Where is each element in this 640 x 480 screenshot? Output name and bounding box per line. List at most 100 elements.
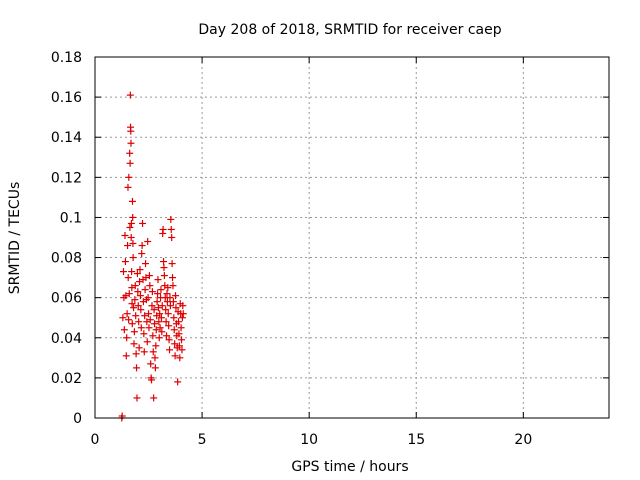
data-point — [179, 302, 187, 310]
data-point — [148, 376, 156, 384]
data-point — [135, 318, 143, 326]
x-tick-label: 0 — [91, 432, 100, 448]
plot-frame — [94, 56, 610, 419]
data-point — [148, 302, 156, 310]
data-point — [141, 286, 149, 294]
data-point — [178, 314, 186, 322]
data-point — [170, 326, 178, 334]
data-point — [162, 306, 170, 314]
data-point — [126, 223, 134, 231]
data-point — [125, 173, 133, 181]
data-point — [129, 254, 137, 262]
data-point — [136, 266, 144, 274]
y-tick-label: 0.02 — [51, 371, 82, 387]
x-tick-label: 20 — [514, 432, 532, 448]
data-point — [120, 326, 128, 334]
data-point — [149, 332, 157, 340]
data-point — [155, 334, 163, 342]
data-point — [158, 302, 166, 310]
data-point — [175, 330, 183, 338]
data-point — [141, 312, 149, 320]
data-point — [133, 270, 141, 278]
data-point — [138, 250, 146, 258]
data-point — [171, 340, 179, 348]
data-point — [126, 149, 134, 157]
data-point — [147, 360, 155, 368]
data-point — [162, 318, 170, 326]
data-point — [168, 234, 176, 241]
data-point — [126, 159, 134, 167]
data-point — [166, 294, 174, 302]
data-point — [119, 314, 127, 322]
data-point — [177, 324, 185, 332]
data-point — [136, 292, 144, 300]
data-point — [176, 354, 184, 362]
data-point — [131, 296, 139, 304]
data-point — [132, 350, 140, 358]
data-point — [139, 219, 147, 227]
data-point — [172, 292, 180, 300]
data-point — [122, 352, 130, 360]
data-point — [163, 298, 171, 306]
data-point — [157, 286, 165, 294]
data-point — [127, 219, 135, 227]
y-tick-label: 0.08 — [51, 251, 82, 267]
data-point — [158, 328, 166, 336]
data-point — [151, 364, 159, 372]
data-point — [151, 320, 159, 328]
data-point — [143, 338, 151, 346]
data-point — [160, 264, 168, 272]
data-point — [167, 215, 175, 223]
data-point — [166, 302, 174, 310]
data-point — [130, 304, 138, 312]
data-point — [121, 258, 129, 266]
data-point — [163, 332, 171, 340]
y-tick-label: 0.18 — [51, 50, 82, 66]
data-point — [127, 127, 135, 135]
points-layer — [118, 91, 187, 422]
data-point — [127, 139, 135, 147]
data-point — [172, 304, 180, 312]
data-point — [178, 346, 186, 354]
y-tick-label: 0.04 — [51, 331, 82, 347]
data-point — [135, 344, 143, 352]
data-point — [137, 324, 145, 332]
data-point — [167, 225, 175, 233]
data-point — [124, 242, 132, 250]
data-point — [144, 294, 152, 302]
data-point — [148, 288, 156, 296]
data-point — [156, 310, 164, 318]
data-point — [175, 318, 183, 326]
data-point — [125, 316, 133, 324]
data-point — [153, 298, 161, 306]
data-point — [128, 300, 136, 308]
grid-layer — [95, 57, 609, 418]
data-point — [123, 310, 131, 318]
data-point — [149, 348, 157, 356]
y-tick-label: 0 — [73, 411, 82, 427]
data-point — [170, 314, 178, 322]
data-point — [166, 346, 174, 354]
data-point — [121, 231, 129, 239]
data-point — [152, 326, 160, 334]
y-tick-label: 0.14 — [51, 130, 82, 146]
data-point — [155, 318, 163, 326]
data-point — [169, 274, 177, 282]
data-point — [160, 272, 168, 280]
data-point — [129, 213, 137, 221]
x-tick-label: 15 — [407, 432, 425, 448]
data-point — [140, 330, 148, 338]
x-tick-label: 10 — [300, 432, 318, 448]
data-point — [133, 394, 141, 402]
data-point — [124, 183, 132, 191]
data-point — [134, 288, 142, 296]
data-point — [142, 260, 150, 268]
data-point — [137, 306, 145, 314]
data-point — [134, 302, 142, 310]
data-point — [123, 334, 131, 342]
data-point — [164, 310, 172, 318]
data-point — [146, 316, 154, 324]
y-tick-label: 0.06 — [51, 291, 82, 307]
data-point — [174, 378, 182, 386]
